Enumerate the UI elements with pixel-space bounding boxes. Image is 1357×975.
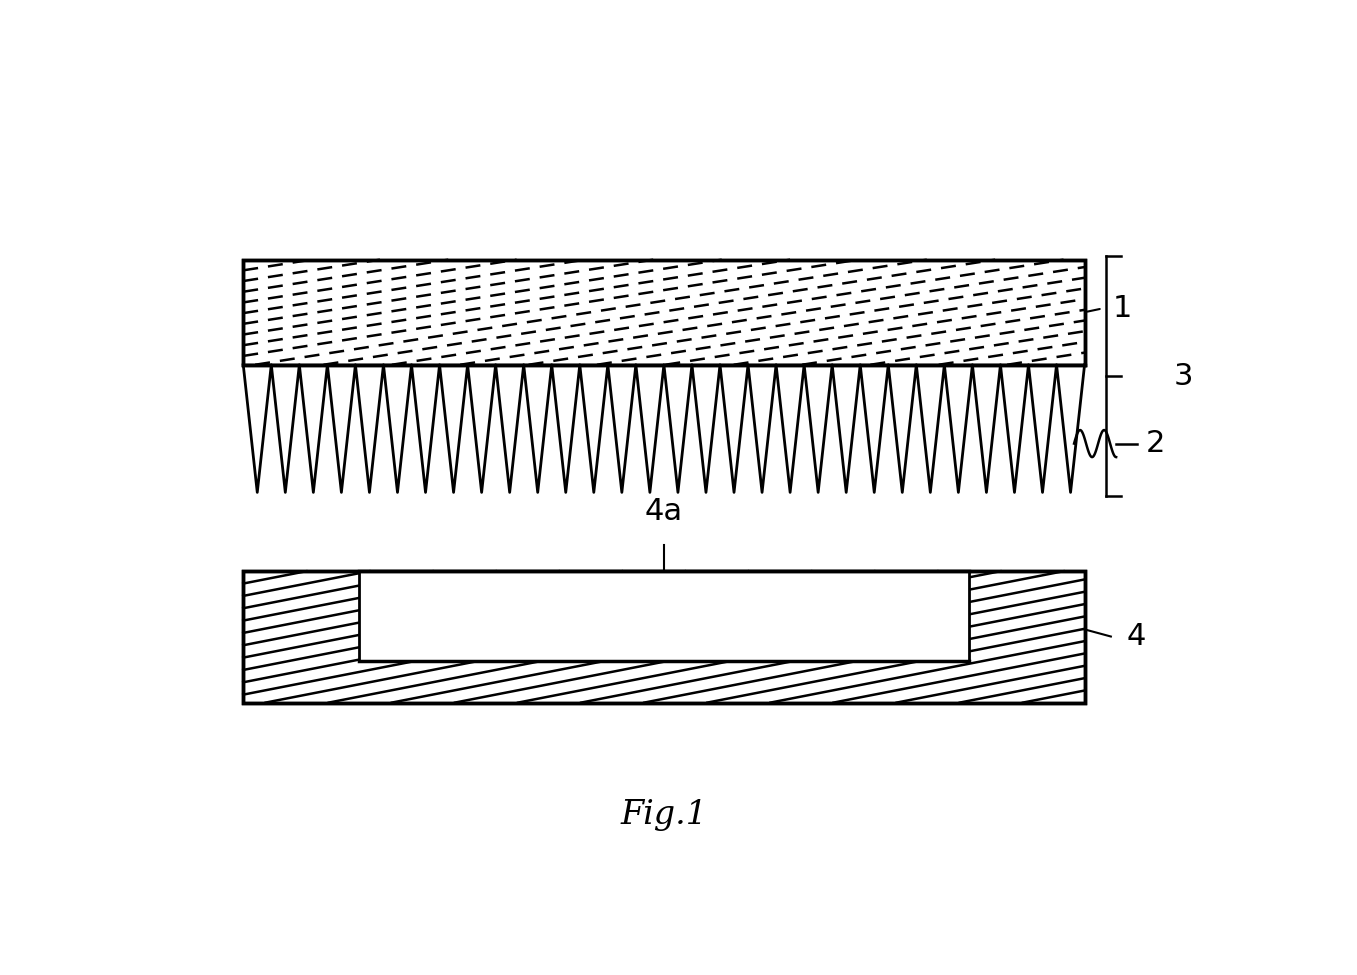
Text: 4: 4 bbox=[1126, 622, 1147, 651]
Bar bbox=[243, 259, 1084, 365]
Text: Fig.1: Fig.1 bbox=[620, 800, 707, 832]
Polygon shape bbox=[243, 365, 1084, 492]
Text: 2: 2 bbox=[1145, 429, 1164, 458]
Bar bbox=[243, 571, 1084, 703]
Bar bbox=[243, 259, 1084, 365]
Text: 1: 1 bbox=[1113, 293, 1132, 323]
Text: 4a: 4a bbox=[645, 497, 683, 526]
Bar bbox=[243, 571, 1084, 703]
Text: 3: 3 bbox=[1174, 362, 1193, 391]
Bar bbox=[358, 571, 969, 661]
